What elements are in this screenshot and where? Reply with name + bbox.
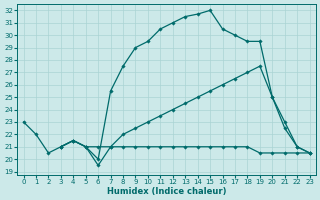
X-axis label: Humidex (Indice chaleur): Humidex (Indice chaleur) bbox=[107, 187, 226, 196]
